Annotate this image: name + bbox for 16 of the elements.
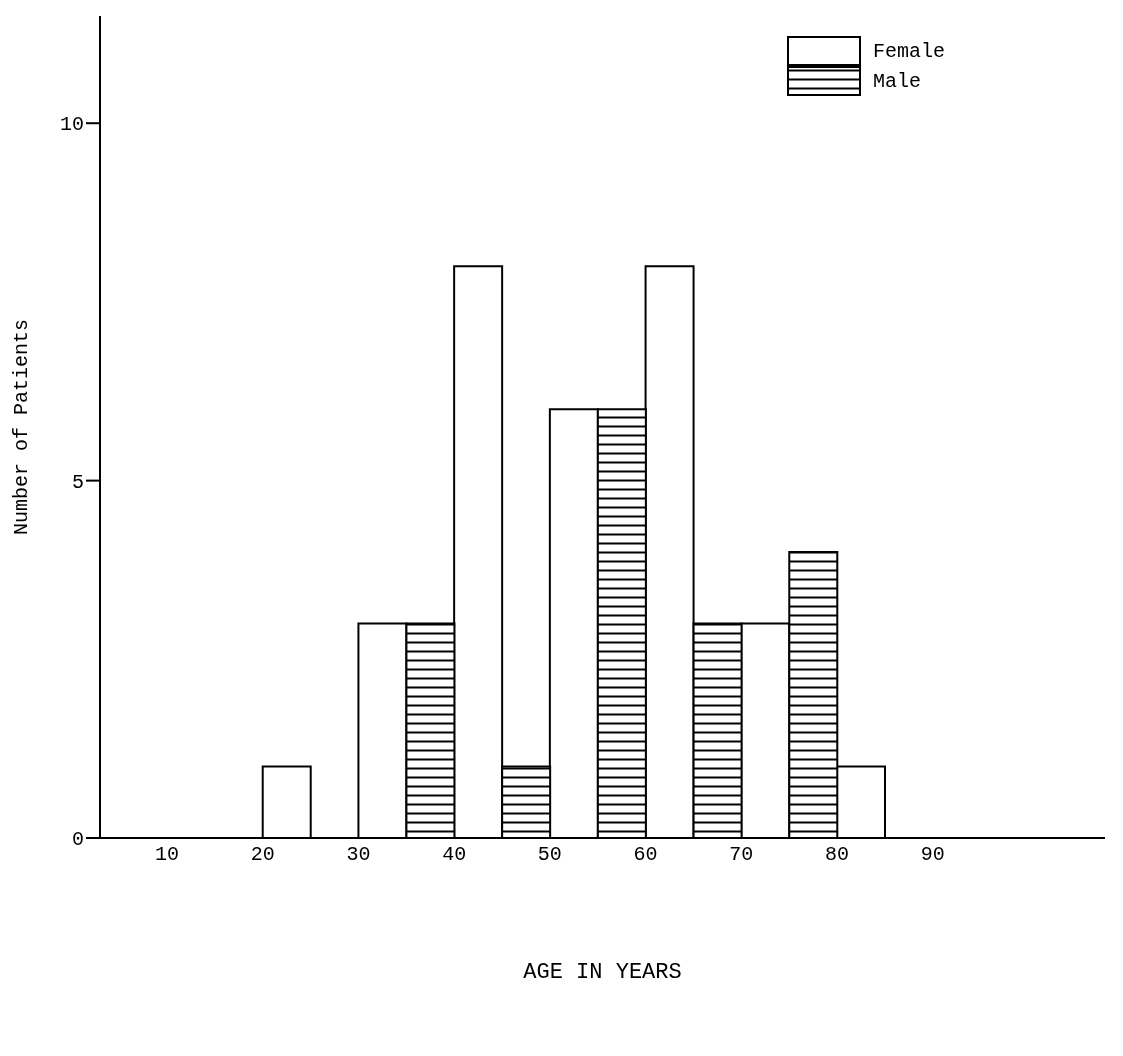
legend-label: Male <box>872 69 921 93</box>
y-tick-label: 10 <box>59 113 84 137</box>
y-tick-label: 5 <box>71 470 84 494</box>
y-axis-title: Number of Patients <box>10 318 34 536</box>
y-tick-label: 0 <box>71 828 84 852</box>
x-tick-label: 90 <box>920 843 945 867</box>
x-tick-label: 20 <box>250 843 275 867</box>
x-tick-label: 80 <box>824 843 850 867</box>
x-axis-title: AGE IN YEARS <box>523 960 682 985</box>
x-tick-label: 50 <box>537 843 562 867</box>
x-tick-label: 60 <box>633 843 658 867</box>
legend-label: Female <box>872 39 945 63</box>
x-tick-label: 70 <box>729 843 754 867</box>
x-tick-label: 30 <box>346 843 371 867</box>
x-tick-label: 10 <box>154 843 180 867</box>
x-tick-label: 40 <box>442 843 467 867</box>
